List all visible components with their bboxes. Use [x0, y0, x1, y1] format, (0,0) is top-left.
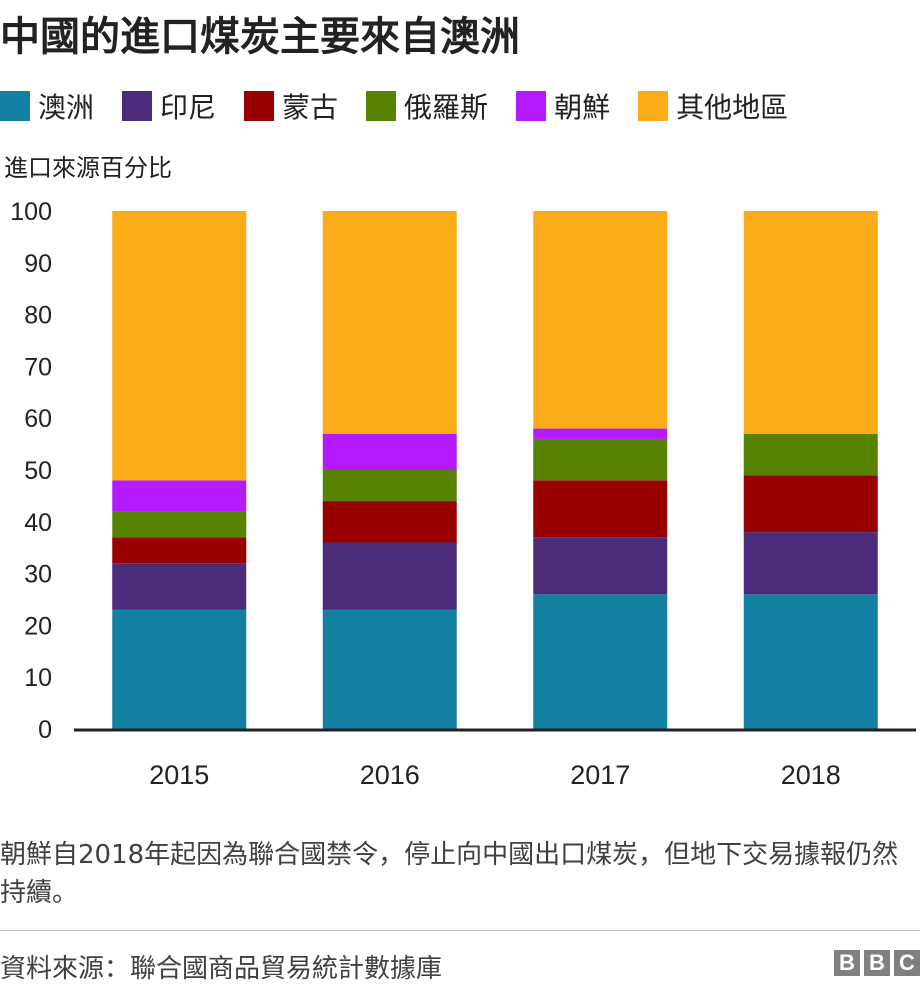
x-tick-label-2015: 2015 [149, 760, 209, 790]
bar-segment-2017-5 [533, 211, 668, 429]
legend-swatch-other [638, 91, 669, 121]
legend-label-other: 其他地區 [676, 91, 789, 124]
y-tick-label: 10 [24, 664, 52, 692]
legend-swatch-russia [366, 91, 397, 121]
y-tick-label: 30 [24, 561, 52, 589]
bar-segment-2015-1 [112, 563, 247, 610]
bar-segment-2018-5 [743, 211, 878, 434]
legend-label-indonesia: 印尼 [160, 91, 217, 124]
legend-label-russia: 俄羅斯 [404, 91, 489, 124]
y-axis-ticks: 0 10 20 30 40 50 60 70 80 90 100 [10, 198, 52, 744]
bars [112, 211, 878, 729]
bar-segment-2016-2 [322, 501, 457, 543]
bar-segment-2016-4 [322, 433, 457, 470]
legend-label-north-korea: 朝鮮 [554, 91, 611, 124]
bar-segment-2016-5 [322, 211, 457, 434]
y-tick-label: 80 [24, 302, 52, 330]
bar-segment-2017-2 [533, 480, 668, 538]
x-tick-label-2016: 2016 [360, 760, 420, 790]
bar-segment-2018-2 [743, 475, 878, 533]
y-tick-label: 100 [10, 198, 52, 226]
bar-segment-2016-1 [322, 542, 457, 610]
y-tick-label: 90 [24, 250, 52, 278]
bar-segment-2018-0 [743, 594, 878, 729]
legend-label-mongolia: 蒙古 [282, 91, 339, 124]
y-tick-label: 20 [24, 612, 52, 640]
footer-divider [0, 930, 920, 931]
legend-swatch-indonesia [122, 91, 153, 121]
bar-segment-2016-3 [322, 470, 457, 502]
bar-segment-2017-1 [533, 537, 668, 595]
x-tick-label-2017: 2017 [570, 760, 630, 790]
bar-segment-2015-2 [112, 537, 247, 564]
legend-item-indonesia: 印尼 [122, 86, 216, 126]
bar-segment-2015-3 [112, 511, 247, 538]
x-axis-ticks: 2015 2016 2017 2018 [149, 760, 841, 790]
legend-item-russia: 俄羅斯 [366, 86, 488, 126]
bbc-logo-block-2: B [864, 950, 890, 976]
bbc-logo: B B C [830, 950, 920, 976]
y-axis-label: 進口來源百分比 [4, 155, 172, 182]
chart-title: 中國的進口煤炭主要來自澳洲 [0, 14, 520, 60]
legend-item-australia: 澳洲 [0, 86, 94, 126]
bar-segment-2015-5 [112, 211, 247, 481]
y-tick-label: 70 [24, 353, 52, 381]
x-tick-label-2018: 2018 [781, 760, 841, 790]
bar-segment-2018-1 [743, 532, 878, 595]
bar-segment-2017-0 [533, 594, 668, 729]
y-tick-label: 50 [24, 457, 52, 485]
chart-note: 朝鮮自2018年起因為聯合國禁令，停止向中國出口煤炭，但地下交易據報仍然持續。 [0, 840, 899, 908]
bar-segment-2018-3 [743, 433, 878, 476]
legend-item-mongolia: 蒙古 [244, 86, 338, 126]
legend-swatch-mongolia [244, 91, 275, 121]
source-credit: 資料來源：聯合國商品貿易統計數據庫 [0, 954, 443, 984]
bbc-logo-block-1: B [834, 950, 860, 976]
legend-item-north-korea: 朝鮮 [516, 86, 610, 126]
bar-segment-2017-3 [533, 438, 668, 481]
bar-segment-2015-4 [112, 480, 247, 512]
y-tick-label: 0 [38, 716, 52, 744]
bbc-logo-block-3: C [894, 950, 920, 976]
bar-segment-2015-0 [112, 609, 247, 729]
legend-item-other: 其他地區 [638, 86, 788, 126]
legend-swatch-north-korea [516, 91, 547, 121]
legend: 澳洲 印尼 蒙古 俄羅斯 朝鮮 其他地區 [0, 86, 816, 126]
legend-swatch-australia [0, 91, 30, 121]
y-tick-label: 60 [24, 405, 52, 433]
bar-segment-2016-0 [322, 609, 457, 729]
y-tick-label: 40 [24, 509, 52, 537]
legend-label-australia: 澳洲 [38, 91, 95, 124]
bar-segment-2017-4 [533, 428, 668, 439]
